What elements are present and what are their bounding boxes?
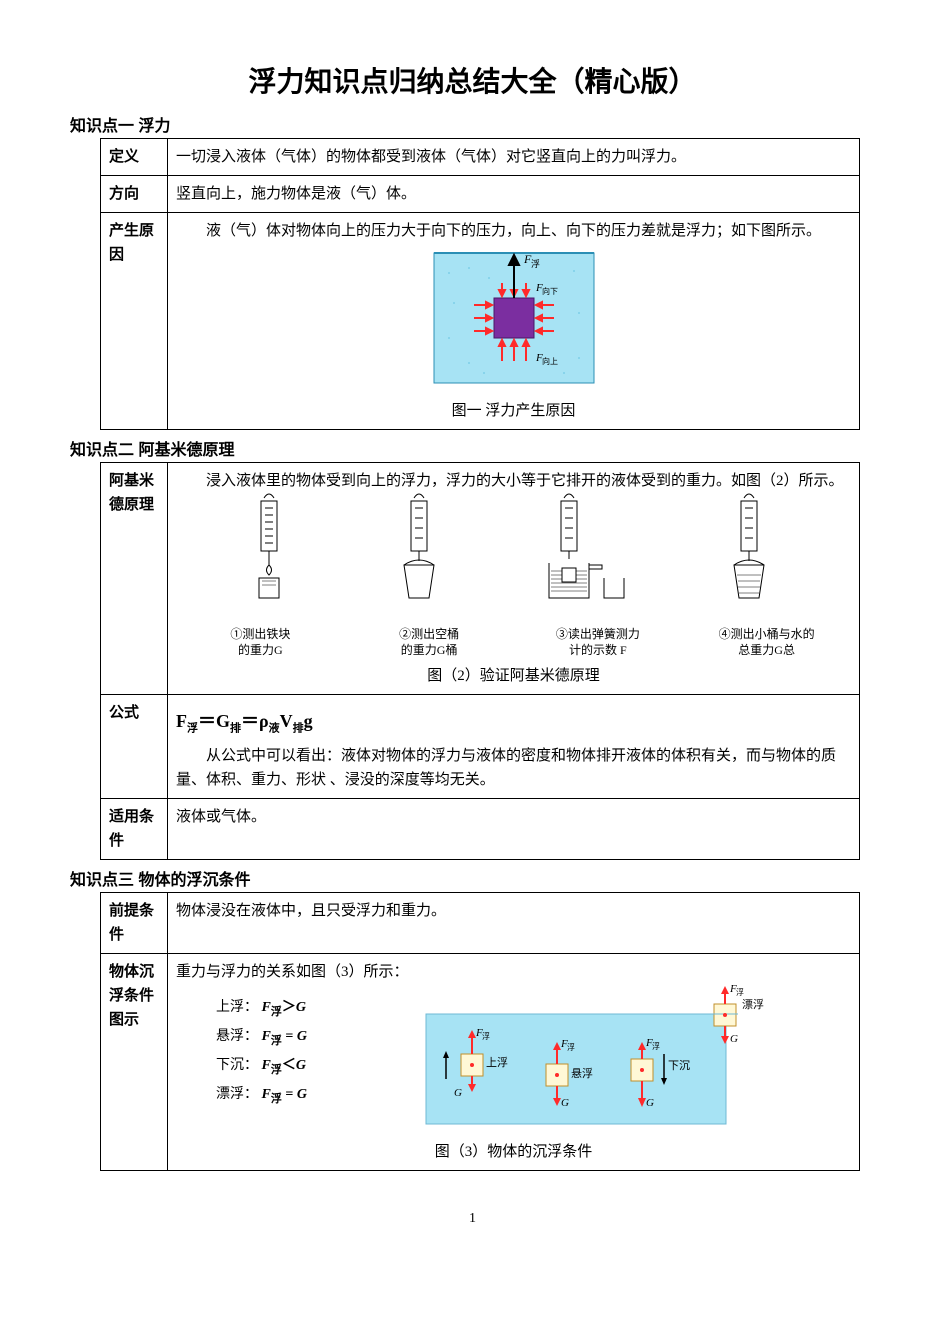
page-number: 1 xyxy=(70,1211,875,1227)
svg-text:下沉: 下沉 xyxy=(668,1059,690,1072)
step4: ④测出小桶与水的总重力G总 xyxy=(682,627,851,658)
cond-intro: 重力与浮力的关系如图（3）所示： xyxy=(176,960,851,984)
table-row: 适用条件 液体或气体。 xyxy=(101,799,860,860)
arch-text: 浸入液体里的物体受到向上的浮力，浮力的大小等于它排开的液体受到的重力。如图（2）… xyxy=(176,469,851,493)
cell-cond-label: 物体沉浮条件图示 xyxy=(101,954,168,1171)
cond-text-list: 上浮： F浮＞G 悬浮： F浮 = G 下沉： F浮＜G 漂浮： F浮 = G xyxy=(176,984,416,1109)
cell-arch-label: 阿基米德原理 xyxy=(101,463,168,695)
svg-text:G: G xyxy=(730,1033,738,1045)
formula-text: F浮＝G排＝ρ液V排g xyxy=(176,707,851,738)
svg-text:浮: 浮 xyxy=(567,1042,575,1052)
figure3-caption: 图（3）物体的沉浮条件 xyxy=(176,1140,851,1164)
step3: ③读出弹簧测力计的示数 F xyxy=(514,627,683,658)
table-row: 方向 竖直向上，施力物体是液（气）体。 xyxy=(101,176,860,213)
cell-def-label: 定义 xyxy=(101,139,168,176)
cell-formula-label: 公式 xyxy=(101,695,168,799)
step2: ②测出空桶的重力G桶 xyxy=(345,627,514,658)
cell-def-text: 一切浸入液体（气体）的物体都受到液体（气体）对它竖直向上的力叫浮力。 xyxy=(168,139,860,176)
table-section3: 前提条件 物体浸没在液体中，且只受浮力和重力。 物体沉浮条件图示 重力与浮力的关… xyxy=(100,892,860,1171)
figure2-caption: 图（2）验证阿基米德原理 xyxy=(176,664,851,688)
cell-applic-text: 液体或气体。 xyxy=(168,799,860,860)
svg-text:浮: 浮 xyxy=(482,1031,490,1041)
cell-applic-label: 适用条件 xyxy=(101,799,168,860)
svg-text:上浮: 上浮 xyxy=(486,1056,508,1069)
svg-text:向下: 向下 xyxy=(542,286,558,296)
page-title: 浮力知识点归纳总结大全（精心版） xyxy=(70,60,875,100)
section3-heading: 知识点三 物体的浮沉条件 xyxy=(70,866,875,890)
figure3-svg: F浮 G 上浮 F浮 G xyxy=(416,984,776,1134)
table-section1: 定义 一切浸入液体（气体）的物体都受到液体（气体）对它竖直向上的力叫浮力。 方向… xyxy=(100,138,860,430)
cell-formula-content: F浮＝G排＝ρ液V排g 从公式中可以看出：液体对物体的浮力与液体的密度和物体排开… xyxy=(168,695,860,799)
svg-text:向上: 向上 xyxy=(542,356,558,366)
table-section2: 阿基米德原理 浸入液体里的物体受到向上的浮力，浮力的大小等于它排开的液体受到的重… xyxy=(100,462,860,860)
section2-heading: 知识点二 阿基米德原理 xyxy=(70,436,875,460)
cell-pre-label: 前提条件 xyxy=(101,893,168,954)
figure2-steps: ①测出铁块的重力G ②测出空桶的重力G桶 ③读出弹簧测力计的示数 F ④测出小桶… xyxy=(176,627,851,658)
svg-text:浮: 浮 xyxy=(736,987,744,997)
formula-note: 从公式中可以看出：液体对物体的浮力与液体的密度和物体排开液体的体积有关，而与物体… xyxy=(176,744,851,792)
section1-heading: 知识点一 浮力 xyxy=(70,112,875,136)
figure3-wrap: F浮 G 上浮 F浮 G xyxy=(416,984,776,1134)
svg-text:G: G xyxy=(454,1087,462,1099)
cell-arch-content: 浸入液体里的物体受到向上的浮力，浮力的大小等于它排开的液体受到的重力。如图（2）… xyxy=(168,463,860,695)
cell-cause-label: 产生原因 xyxy=(101,213,168,430)
cell-cause-content: 液（气）体对物体向上的压力大于向下的压力，向上、向下的压力差就是浮力；如下图所示… xyxy=(168,213,860,430)
figure1-wrap: F 浮 F 向下 F 向上 图一 浮力产生原因 xyxy=(176,243,851,423)
svg-text:浮: 浮 xyxy=(652,1041,660,1051)
cell-dir-text: 竖直向上，施力物体是液（气）体。 xyxy=(168,176,860,213)
table-row: 前提条件 物体浸没在液体中，且只受浮力和重力。 xyxy=(101,893,860,954)
cell-pre-text: 物体浸没在液体中，且只受浮力和重力。 xyxy=(168,893,860,954)
figure1-svg: F 浮 F 向下 F 向上 xyxy=(424,243,604,393)
cause-text: 液（气）体对物体向上的压力大于向下的压力，向上、向下的压力差就是浮力；如下图所示… xyxy=(176,219,851,243)
svg-text:G: G xyxy=(561,1097,569,1109)
table-row: 定义 一切浸入液体（气体）的物体都受到液体（气体）对它竖直向上的力叫浮力。 xyxy=(101,139,860,176)
table-row: 产生原因 液（气）体对物体向上的压力大于向下的压力，向上、向下的压力差就是浮力；… xyxy=(101,213,860,430)
table-row: 阿基米德原理 浸入液体里的物体受到向上的浮力，浮力的大小等于它排开的液体受到的重… xyxy=(101,463,860,695)
svg-text:悬浮: 悬浮 xyxy=(571,1067,593,1080)
figure1-caption: 图一 浮力产生原因 xyxy=(176,399,851,423)
table-row: 物体沉浮条件图示 重力与浮力的关系如图（3）所示： 上浮： F浮＞G 悬浮： F… xyxy=(101,954,860,1171)
svg-text:漂浮: 漂浮 xyxy=(742,998,764,1011)
table-row: 公式 F浮＝G排＝ρ液V排g 从公式中可以看出：液体对物体的浮力与液体的密度和物… xyxy=(101,695,860,799)
svg-text:浮: 浮 xyxy=(531,258,540,269)
cell-cond-content: 重力与浮力的关系如图（3）所示： 上浮： F浮＞G 悬浮： F浮 = G 下沉：… xyxy=(168,954,860,1171)
svg-text:G: G xyxy=(646,1097,654,1109)
step1: ①测出铁块的重力G xyxy=(176,627,345,658)
figure2-svg xyxy=(184,493,844,623)
cell-dir-label: 方向 xyxy=(101,176,168,213)
